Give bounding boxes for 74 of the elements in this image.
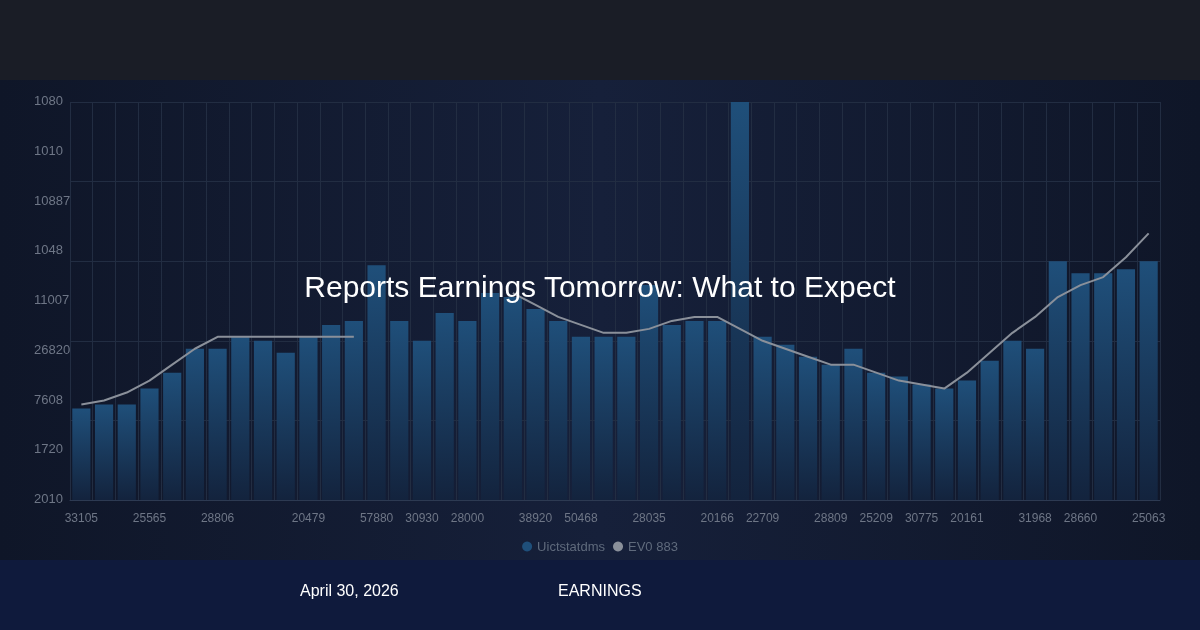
x-tick-label: 28806	[200, 511, 235, 525]
x-tick-label: 25063	[1131, 511, 1166, 525]
x-tick-label: 28035	[632, 511, 667, 525]
bar	[390, 320, 409, 500]
bar	[798, 356, 818, 500]
x-tick-label: 20479	[291, 511, 326, 525]
bar	[526, 308, 545, 500]
bar	[1003, 340, 1022, 500]
text: 1720	[34, 441, 63, 457]
bar	[1071, 273, 1090, 500]
annotation: 10887	[34, 192, 71, 208]
bar	[980, 360, 999, 500]
bar	[889, 376, 908, 500]
bar	[435, 312, 454, 500]
bar	[140, 388, 159, 500]
bar	[776, 344, 795, 500]
bar	[935, 388, 954, 500]
bar	[753, 336, 772, 500]
x-tick-label: 33105	[64, 511, 99, 525]
bar	[458, 320, 477, 500]
text: 1010	[34, 142, 63, 158]
bar	[685, 320, 704, 500]
bar	[912, 384, 931, 500]
x-tick-label: 28809	[814, 511, 848, 525]
bar	[708, 320, 727, 500]
legend-label: EV0 883	[628, 539, 678, 554]
text: 1048	[34, 242, 63, 258]
bar	[208, 348, 227, 500]
legend-label: Uictstatdms	[537, 539, 606, 554]
bar	[957, 380, 977, 500]
bar	[1139, 261, 1158, 500]
x-tick-label: 25209	[859, 511, 894, 525]
x-tick-label: 28660	[1063, 511, 1098, 525]
annotation: 26820	[34, 341, 71, 357]
text: Reports Earnings Tomorrow: What to Expect	[304, 269, 897, 303]
text: 2010	[34, 491, 63, 506]
bar	[94, 404, 114, 500]
x-tick-label: 30775	[904, 511, 939, 525]
bar	[72, 408, 91, 500]
bar	[322, 324, 341, 500]
bar	[185, 348, 204, 500]
bar	[253, 340, 273, 500]
bar	[163, 372, 182, 500]
bar	[617, 336, 636, 500]
bar	[276, 352, 295, 500]
text: 11007	[34, 292, 70, 307]
bar	[1048, 261, 1067, 500]
bar	[299, 336, 318, 500]
bar	[412, 340, 432, 500]
text: April 30, 2026	[300, 581, 399, 599]
x-tick-label: 30930	[405, 511, 439, 525]
bar	[821, 364, 840, 500]
bar	[1094, 273, 1113, 500]
bar	[344, 320, 363, 500]
bar	[1116, 269, 1136, 500]
x-tick-label: 25565	[132, 511, 167, 525]
text: 7608	[34, 391, 63, 407]
x-tick-label: 22709	[745, 511, 780, 525]
bar	[549, 320, 568, 500]
x-tick-label: 28000	[450, 511, 485, 525]
bar	[867, 372, 886, 500]
bar	[117, 404, 136, 500]
x-tick-label: 38920	[518, 511, 553, 525]
bar	[1026, 348, 1045, 500]
text: EARNINGS	[558, 581, 642, 599]
x-tick-label: 31968	[1018, 511, 1053, 525]
x-tick-label: 57880	[359, 511, 394, 525]
text: 1080	[34, 93, 63, 108]
bar	[844, 348, 863, 500]
x-tick-label: 20166	[700, 511, 735, 525]
bar	[231, 336, 250, 500]
x-tick-label: 50468	[564, 511, 598, 525]
bar	[662, 324, 681, 500]
x-tick-label: 20161	[950, 511, 984, 525]
